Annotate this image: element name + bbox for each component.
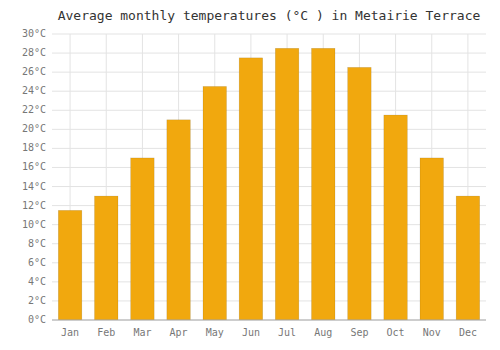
grid-line bbox=[52, 72, 486, 73]
bars bbox=[58, 48, 479, 320]
bar bbox=[94, 196, 118, 320]
bar bbox=[311, 48, 335, 320]
bar bbox=[275, 48, 299, 320]
bar bbox=[348, 67, 372, 320]
bar bbox=[420, 158, 444, 320]
tick-label: 24°C bbox=[22, 85, 46, 96]
tick-label: Apr bbox=[170, 327, 188, 338]
bar bbox=[203, 86, 227, 320]
tick-label: 2°C bbox=[28, 295, 46, 306]
tick-label: Sep bbox=[350, 327, 368, 338]
tick-label: 10°C bbox=[22, 219, 46, 230]
tick-label: 22°C bbox=[22, 104, 46, 115]
grid bbox=[52, 34, 486, 320]
grid-line bbox=[52, 110, 486, 111]
grid-line bbox=[52, 129, 486, 130]
tick-label: Dec bbox=[459, 327, 477, 338]
bar bbox=[384, 115, 408, 320]
grid-line bbox=[52, 91, 486, 92]
tick-label: 14°C bbox=[22, 181, 46, 192]
tick-label: 20°C bbox=[22, 123, 46, 134]
bar bbox=[167, 120, 191, 320]
tick-label: May bbox=[206, 327, 224, 338]
grid-line bbox=[52, 148, 486, 149]
axis-line bbox=[52, 320, 486, 321]
tick-label: 4°C bbox=[28, 276, 46, 287]
tick-label: 6°C bbox=[28, 257, 46, 268]
title: Average monthly temperatures (°C ) in Me… bbox=[58, 8, 481, 23]
tick-label: 26°C bbox=[22, 66, 46, 77]
tick-label: 0°C bbox=[28, 314, 46, 325]
tick-label: Jun bbox=[242, 327, 260, 338]
tick-label: 8°C bbox=[28, 238, 46, 249]
tick-label: Oct bbox=[387, 327, 405, 338]
tick-label: 16°C bbox=[22, 161, 46, 172]
tick-label: Aug bbox=[314, 327, 332, 338]
tick-label: Jul bbox=[278, 327, 296, 338]
tick-label: Nov bbox=[423, 327, 441, 338]
x-axis: Jan Feb Mar Apr May Jun Jul Aug Sep Oct Nov Dec bbox=[52, 320, 486, 338]
bar bbox=[456, 196, 480, 320]
tick-label: 30°C bbox=[22, 28, 46, 39]
bar bbox=[58, 210, 82, 320]
tick-label: Jan bbox=[61, 327, 79, 338]
tick-label: 18°C bbox=[22, 142, 46, 153]
tick-label: 12°C bbox=[22, 200, 46, 211]
bar bbox=[131, 158, 155, 320]
tick-label: Feb bbox=[97, 327, 115, 338]
grid-line bbox=[52, 320, 486, 321]
grid-line bbox=[52, 34, 486, 35]
tick-label: Mar bbox=[133, 327, 151, 338]
bar bbox=[239, 58, 263, 320]
grid-line bbox=[52, 53, 486, 54]
y-axis: 0°C 2°C 4°C 6°C 8°C 10°C 12°C 14°C 16°C 18°C 20°C 2… bbox=[22, 28, 46, 325]
tick-label: 28°C bbox=[22, 47, 46, 58]
chart: Average monthly temperatures (°C ) in Me… bbox=[0, 0, 500, 350]
